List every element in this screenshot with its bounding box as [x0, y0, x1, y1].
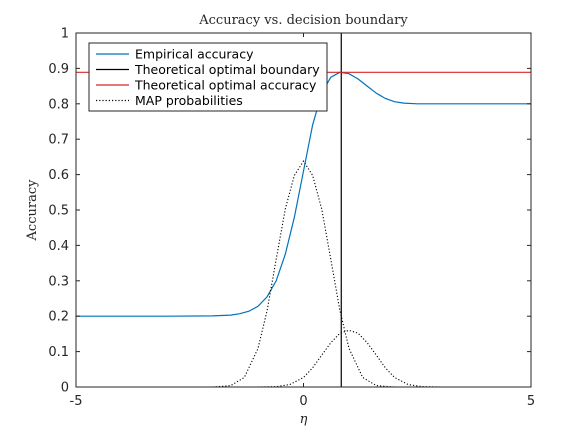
y-tick-label: 0.6	[48, 168, 69, 183]
y-tick-label: 0.8	[48, 97, 69, 112]
y-tick-label: 0	[61, 381, 69, 396]
y-tick-label: 0.4	[48, 239, 69, 254]
x-tick-label: 0	[299, 394, 307, 409]
x-tick-label: 5	[527, 394, 535, 409]
y-tick-label: 0.2	[48, 310, 69, 325]
chart-title: Accuracy vs. decision boundary	[198, 13, 408, 28]
y-axis-label: Accuracy	[25, 179, 40, 242]
axes-layer: 00.10.20.30.40.50.60.70.80.91-5 0 5	[48, 27, 535, 410]
y-tick-label: 0.1	[48, 345, 69, 360]
x-tick-label: -5	[70, 394, 83, 409]
series-line-5	[257, 329, 441, 388]
series-line-4	[212, 160, 395, 388]
x-axis-label: η	[300, 412, 308, 427]
legend-label: Theoretical optimal boundary	[134, 62, 320, 77]
y-tick-label: 1	[61, 27, 69, 42]
y-tick-label: 0.5	[48, 204, 69, 219]
legend-label: MAP probabilities	[135, 93, 243, 108]
y-tick-label: 0.7	[48, 133, 69, 148]
legend-label: Theoretical optimal accuracy	[134, 78, 317, 93]
y-tick-label: 0.3	[48, 274, 69, 289]
y-tick-label: 0.9	[48, 62, 69, 77]
legend-label: Empirical accuracy	[135, 47, 254, 62]
